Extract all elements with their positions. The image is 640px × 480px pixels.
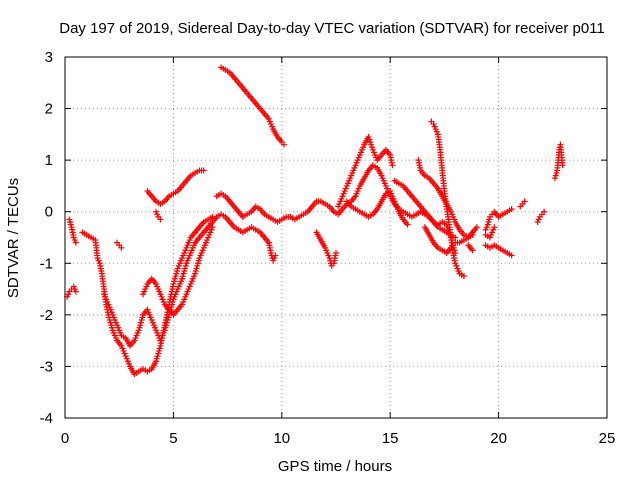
x-axis-label: GPS time / hours [278, 458, 392, 475]
y-tick-label: 3 [45, 49, 53, 66]
data-point [404, 221, 411, 228]
data-point [541, 208, 548, 215]
data-point [272, 252, 279, 259]
data-points [64, 64, 566, 378]
grid [65, 57, 607, 418]
y-axis-label: SDTVAR / TECUs [5, 178, 22, 298]
data-point [447, 244, 454, 251]
y-tick-label: 1 [45, 152, 53, 169]
axis-ticks: 0 5 10 15 20 25 -4 -3 -2 -1 0 1 2 3 [40, 49, 616, 447]
x-tick-label: 5 [169, 430, 177, 447]
data-point [280, 141, 287, 148]
data-point [200, 167, 207, 174]
y-tick-label: -1 [40, 255, 53, 272]
data-point [469, 247, 476, 254]
data-point [521, 198, 528, 205]
x-tick-label: 15 [382, 430, 399, 447]
y-tick-label: -4 [40, 410, 53, 427]
data-point [473, 224, 480, 231]
chart-title: Day 197 of 2019, Sidereal Day-to-day VTE… [59, 20, 605, 37]
data-point [333, 249, 339, 256]
data-point [460, 273, 467, 280]
data-point [72, 239, 79, 246]
y-tick-label: -3 [40, 358, 53, 375]
data-point [157, 216, 164, 223]
data-point [209, 224, 216, 231]
data-point [118, 244, 125, 251]
data-point [508, 206, 515, 213]
x-tick-label: 10 [273, 430, 290, 447]
data-point [389, 162, 396, 169]
x-tick-label: 0 [61, 430, 69, 447]
data-point [559, 162, 566, 169]
y-tick-label: 2 [45, 101, 53, 118]
x-tick-label: 20 [490, 430, 507, 447]
data-point [491, 224, 498, 231]
plot-border [64, 56, 608, 419]
y-tick-label: 0 [45, 204, 53, 221]
y-tick-label: -2 [40, 307, 53, 324]
data-point [508, 252, 515, 259]
x-tick-label: 25 [599, 430, 616, 447]
data-point [72, 288, 79, 295]
